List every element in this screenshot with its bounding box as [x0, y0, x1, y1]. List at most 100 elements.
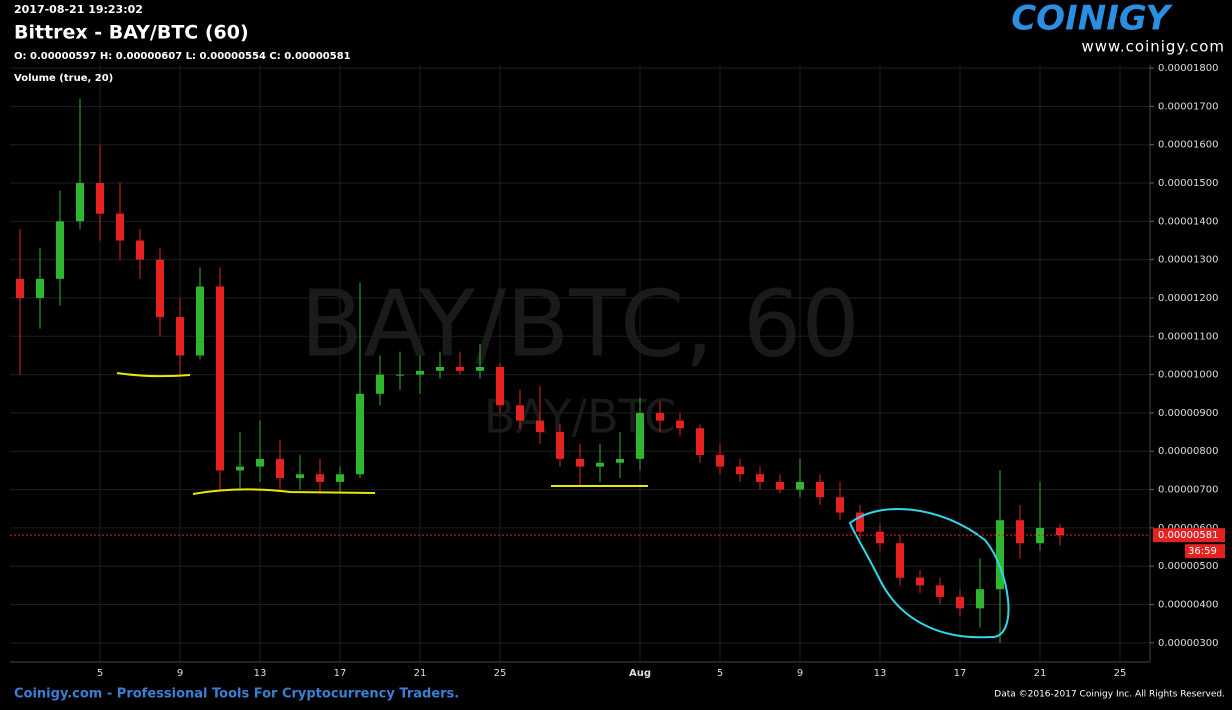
- countdown-box: [1185, 544, 1225, 559]
- highlight-loop: [848, 508, 1010, 639]
- y-tick-label: 0.00001400: [1158, 216, 1218, 227]
- candle-body: [836, 497, 844, 513]
- x-tick-label: 21: [414, 668, 427, 679]
- candle-body: [256, 458, 264, 467]
- candle-body: [356, 393, 364, 475]
- x-tick-label: 17: [334, 668, 347, 679]
- footer-right: Data ©2016-2017 Coinigy Inc. All Rights …: [994, 690, 1225, 700]
- candle-body: [716, 455, 724, 467]
- x-tick-label: 9: [797, 668, 803, 679]
- ohlc-text: O: 0.00000597 H: 0.00000607 L: 0.0000055…: [14, 51, 351, 62]
- candle-body: [656, 412, 664, 421]
- candle-body: [616, 458, 624, 463]
- candle-body: [1016, 520, 1024, 544]
- x-tick-label: 5: [97, 668, 103, 679]
- website: www.coinigy.com: [1081, 38, 1225, 56]
- candle-body: [916, 577, 924, 586]
- y-tick-label: 0.00001800: [1158, 63, 1218, 74]
- x-tick-label: 17: [954, 668, 967, 679]
- countdown: 36:59: [1188, 546, 1217, 557]
- candle-body: [1056, 527, 1064, 536]
- candle-body: [116, 213, 124, 241]
- y-tick-label: 0.00001300: [1158, 255, 1218, 266]
- candle-body: [96, 183, 104, 214]
- y-tick-label: 0.00000500: [1158, 561, 1218, 572]
- x-tick-label: 13: [874, 668, 887, 679]
- x-tick-label: 21: [1034, 668, 1047, 679]
- y-tick-label: 0.00000300: [1158, 638, 1218, 649]
- support-line: [116, 372, 191, 378]
- candle-body: [516, 405, 524, 421]
- y-tick-label: 0.00000400: [1158, 600, 1218, 611]
- candle-body: [956, 596, 964, 609]
- candle-body: [236, 466, 244, 471]
- candle-body: [796, 481, 804, 490]
- candle-body: [816, 481, 824, 498]
- x-tick-label: Aug: [629, 668, 651, 679]
- candle-body: [896, 543, 904, 578]
- candle-body: [216, 286, 224, 471]
- candle-body: [756, 474, 764, 482]
- candle-body: [376, 374, 384, 394]
- y-tick-label: 0.00000800: [1158, 446, 1218, 457]
- candle-body: [876, 531, 884, 544]
- candle-body: [316, 474, 324, 482]
- candle-body: [296, 474, 304, 479]
- x-tick-label: 13: [254, 668, 267, 679]
- candle-body: [176, 317, 184, 356]
- logo: COINIGY: [1011, 0, 1173, 39]
- candle-body: [76, 183, 84, 222]
- candles: [16, 98, 1064, 643]
- candle-body: [276, 458, 284, 479]
- candle-body: [636, 412, 644, 459]
- last-price-box: [1153, 528, 1225, 543]
- candle-body: [156, 259, 164, 318]
- y-tick-label: 0.00001500: [1158, 178, 1218, 189]
- candle-body: [596, 462, 604, 467]
- volume-label: Volume (true, 20): [14, 73, 113, 84]
- candle-body: [776, 481, 784, 490]
- x-tick-label: 25: [1114, 668, 1127, 679]
- candle-body: [976, 589, 984, 609]
- support-line: [192, 488, 376, 495]
- candle-body: [36, 278, 44, 298]
- last-price-label: 0.00000581: [1158, 530, 1218, 541]
- watermark-small: BAY/BTC: [484, 390, 676, 444]
- y-tick-label: 0.00000900: [1158, 408, 1218, 419]
- candle-body: [436, 366, 444, 371]
- candle-body: [496, 366, 504, 406]
- x-tick-label: 5: [717, 668, 723, 679]
- candle-body: [56, 221, 64, 279]
- chart-title: Bittrex - BAY/BTC (60): [14, 22, 249, 44]
- watermark: BAY/BTC, 60: [300, 270, 860, 377]
- candle-body: [456, 366, 464, 371]
- candle-body: [696, 428, 704, 456]
- candle-body: [396, 374, 404, 376]
- candle-body: [576, 458, 584, 467]
- candle-body: [416, 370, 424, 375]
- footer-left: Coinigy.com - Professional Tools For Cry…: [14, 687, 459, 702]
- y-tick-label: 0.00001600: [1158, 140, 1218, 151]
- candle-body: [336, 474, 344, 482]
- y-tick-label: 0.00001200: [1158, 293, 1218, 304]
- y-tick-label: 0.00001000: [1158, 370, 1218, 381]
- candle-body: [536, 420, 544, 433]
- candle-body: [856, 512, 864, 532]
- timestamp: 2017-08-21 19:23:02: [14, 3, 143, 16]
- y-tick-label: 0.00001100: [1158, 331, 1218, 342]
- candle-body: [16, 278, 24, 298]
- candle-body: [476, 366, 484, 371]
- candle-body: [136, 240, 144, 260]
- candle-body: [556, 432, 564, 459]
- candle-body: [996, 520, 1004, 590]
- x-tick-label: 25: [494, 668, 507, 679]
- y-tick-label: 0.00000700: [1158, 485, 1218, 496]
- candle-body: [936, 585, 944, 597]
- candle-body: [196, 286, 204, 356]
- y-tick-label: 0.00001700: [1158, 101, 1218, 112]
- x-tick-label: 9: [177, 668, 183, 679]
- candle-body: [676, 420, 684, 429]
